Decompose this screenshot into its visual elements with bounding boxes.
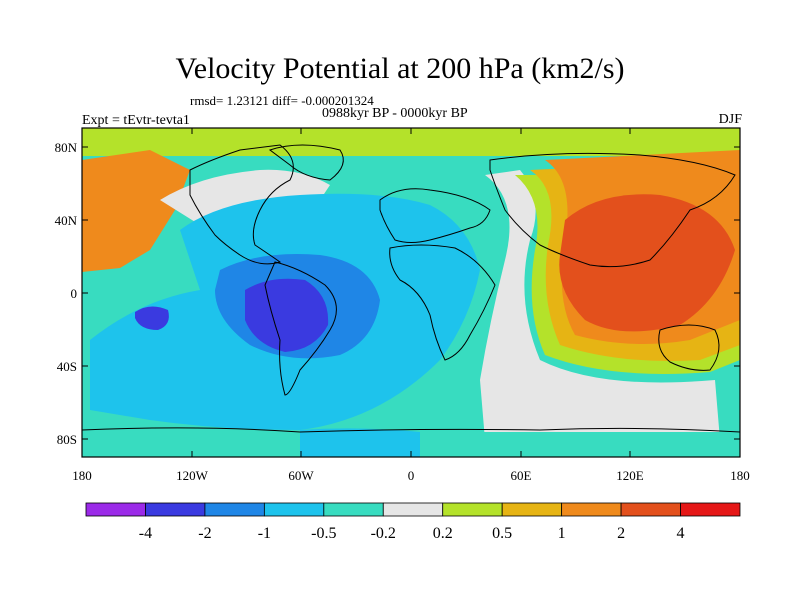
lon-label-60e: 60E	[511, 468, 532, 483]
experiment-label: Expt = tEvtr-tevta1	[82, 113, 190, 128]
lat-label-80n: 80N	[55, 140, 78, 155]
colorbar-swatch	[85, 502, 146, 517]
asia-coast	[489, 152, 736, 268]
colorbar-swatch	[680, 502, 741, 517]
colorbar-swatch	[561, 502, 622, 517]
colorbar-label: 0.5	[492, 525, 512, 542]
colorbar-swatch	[145, 502, 206, 517]
lat-label-80s: 80S	[57, 432, 77, 447]
colorbar-swatch	[442, 502, 503, 517]
period-label: 0988kyr BP - 0000kyr BP	[322, 106, 468, 121]
field-zero-band-east	[480, 170, 720, 440]
colorbar-swatch	[204, 502, 265, 517]
colorbar-label: 2	[617, 525, 625, 542]
lat-label-40n: 40N	[55, 213, 78, 228]
colorbar: -4 -2 -1 -0.5 -0.2 0.2 0.5 1 2 4	[85, 502, 741, 542]
field-pacific-core	[135, 306, 169, 330]
colorbar-label: 4	[677, 525, 685, 542]
page-title: Velocity Potential at 200 hPa (km2/s)	[175, 52, 625, 85]
lon-label-180w: 180	[72, 468, 92, 483]
lat-axis: 80N 40N 0 40S 80S	[55, 140, 740, 447]
colorbar-swatch	[620, 502, 681, 517]
south-america-coast	[264, 261, 337, 396]
africa-coast	[389, 244, 496, 361]
australia-coast	[658, 324, 720, 371]
lon-label-180e: 180	[730, 468, 750, 483]
colorbar-label: -2	[198, 525, 211, 542]
colorbar-swatch	[501, 502, 563, 517]
colorbar-label: -0.2	[371, 525, 396, 542]
lon-label-60w: 60W	[288, 468, 314, 483]
colorbar-label: -0.5	[311, 525, 336, 542]
colorbar-label: -1	[258, 525, 271, 542]
colorbar-swatch	[382, 502, 444, 517]
field-south-negative	[300, 428, 420, 457]
north-america-coast	[189, 144, 294, 265]
europe-coast	[379, 188, 491, 243]
colorbar-swatch	[263, 502, 325, 517]
field-sa-core	[245, 278, 329, 352]
colorbar-label: -4	[139, 525, 152, 542]
season-label: DJF	[718, 112, 742, 127]
greenland-coast	[268, 144, 344, 181]
field-east-core	[559, 194, 735, 332]
colorbar-swatch	[323, 502, 384, 517]
antarctica-coast	[82, 427, 740, 433]
colorbar-label: 0.2	[433, 525, 453, 542]
field-pacific-positive	[82, 150, 190, 272]
lon-label-0: 0	[408, 468, 415, 483]
map-field	[82, 128, 740, 457]
lon-axis: 180 120W 60W 0 60E 120E 180	[72, 128, 750, 483]
lat-label-40s: 40S	[57, 359, 77, 374]
stats-line: rmsd= 1.23121 diff= -0.000201324	[190, 93, 374, 108]
lat-label-0: 0	[71, 286, 78, 301]
lon-label-120w: 120W	[176, 468, 209, 483]
colorbar-label: 1	[558, 525, 566, 542]
lon-label-120e: 120E	[616, 468, 644, 483]
coastlines	[82, 144, 740, 433]
